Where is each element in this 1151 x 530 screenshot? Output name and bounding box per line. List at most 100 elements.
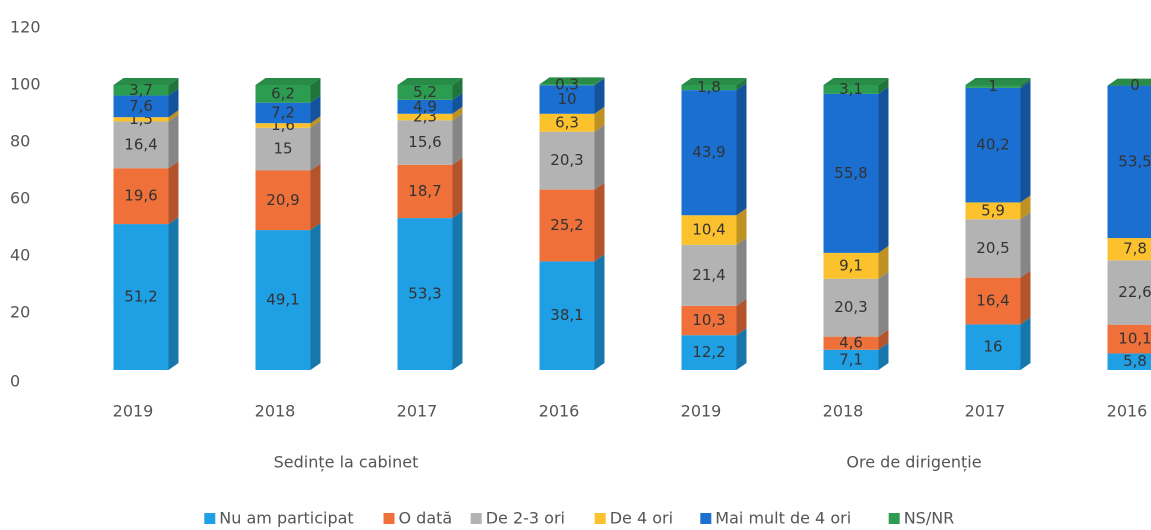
- bar-segment-side: [452, 106, 463, 121]
- legend-swatch: [383, 513, 395, 524]
- value-label: 10,3: [692, 311, 725, 329]
- bar-segment-side: [168, 217, 179, 370]
- bar-segment-side: [594, 254, 605, 370]
- bar-segment: [823, 252, 879, 279]
- bar-segment: [681, 305, 737, 336]
- value-label: 53,3: [408, 285, 441, 303]
- value-label: 5,2: [413, 83, 437, 101]
- x-tick-label: 2018: [823, 402, 864, 421]
- value-label: 20,3: [834, 298, 867, 316]
- bar-segment: [113, 121, 169, 169]
- bar-segment-side: [310, 78, 321, 103]
- value-label: 10,1: [1118, 330, 1151, 348]
- legend-swatch: [470, 513, 482, 524]
- value-label: 10,4: [692, 221, 725, 239]
- bar-segment: [113, 95, 169, 118]
- y-tick-label: 120: [10, 18, 41, 37]
- bar-segment: [823, 93, 879, 253]
- x-tick-label: 2017: [965, 402, 1006, 421]
- value-label: 40,2: [976, 136, 1009, 154]
- bar-segment: [113, 224, 169, 370]
- bar-segment: [965, 219, 1021, 278]
- bar-top: [1107, 78, 1151, 86]
- value-label: 7,6: [129, 97, 153, 115]
- bar-segment-side: [168, 114, 179, 169]
- y-tick-label: 40: [10, 246, 30, 265]
- bar-segment-side: [452, 92, 463, 114]
- value-label: 20,3: [550, 151, 583, 169]
- bar-segment: [965, 324, 1021, 370]
- bar-segment: [397, 164, 453, 219]
- value-label: 25,2: [550, 216, 583, 234]
- legend-swatch: [204, 513, 216, 524]
- value-label: 5,8: [1123, 352, 1147, 370]
- bar-segment-side: [452, 157, 463, 219]
- bar-top: [823, 78, 889, 85]
- value-label: 3,7: [129, 81, 153, 99]
- bar-segment: [1107, 260, 1151, 325]
- value-label: 55,8: [834, 164, 867, 182]
- bar-segment: [255, 102, 311, 124]
- value-label: 18,7: [408, 182, 441, 200]
- bar-top: [539, 77, 605, 85]
- bar-segment-side: [878, 329, 889, 350]
- bar-segment-side: [1020, 78, 1031, 88]
- bar-segment-side: [878, 245, 889, 279]
- bar-segment-side: [736, 328, 747, 370]
- bar-segment: [113, 117, 169, 122]
- bar-segment: [681, 335, 737, 370]
- bar-segment-side: [878, 342, 889, 370]
- bar-segment: [965, 202, 1021, 220]
- x-tick-label: 2016: [1107, 402, 1148, 421]
- bar-segment-side: [594, 78, 605, 114]
- bar-segment: [823, 85, 879, 94]
- x-tick-label: 2019: [681, 402, 722, 421]
- bar-segment: [255, 127, 311, 171]
- bar-top: [397, 78, 463, 85]
- legend-swatch: [594, 513, 606, 524]
- value-label: 49,1: [266, 291, 299, 309]
- bar-segment-side: [1020, 195, 1031, 220]
- y-tick-label: 80: [10, 132, 30, 151]
- bar-segment-side: [736, 237, 747, 306]
- value-label: 5,9: [981, 201, 1005, 219]
- value-label: 4,9: [413, 97, 437, 115]
- value-label: 16,4: [976, 292, 1009, 310]
- x-tick-label: 2016: [539, 402, 580, 421]
- bar-segment-side: [168, 88, 179, 118]
- value-label: 19,6: [124, 187, 157, 205]
- bar-segment: [397, 85, 453, 100]
- bar-segment-side: [736, 298, 747, 336]
- value-label: 15,6: [408, 133, 441, 151]
- bar-segment-side: [168, 78, 179, 96]
- value-label: 3,1: [839, 80, 863, 98]
- value-label: 53,5: [1118, 152, 1151, 170]
- bar-segment-side: [594, 124, 605, 190]
- bar-top: [113, 78, 179, 85]
- bar-segment: [681, 215, 737, 245]
- bar-segment: [255, 230, 311, 370]
- bar-segment-side: [452, 211, 463, 370]
- bar-segment-side: [736, 208, 747, 245]
- legend-label: O dată: [399, 509, 453, 528]
- bar-segment: [539, 131, 595, 190]
- value-label: 4,6: [839, 334, 863, 352]
- bar-segment: [255, 170, 311, 231]
- y-tick-label: 60: [10, 189, 30, 208]
- bar-segment-side: [310, 95, 321, 124]
- bar-segment: [965, 87, 1021, 203]
- bar-segment-side: [452, 113, 463, 165]
- value-label: 1,8: [697, 78, 721, 96]
- bar-segment: [823, 336, 879, 350]
- bar-segment-side: [1020, 317, 1031, 370]
- bar-segment: [113, 168, 169, 225]
- value-label: 21,4: [692, 266, 725, 284]
- value-label: 43,9: [692, 143, 725, 161]
- bar-segment: [539, 261, 595, 370]
- bar-segment-side: [1020, 80, 1031, 203]
- value-label: 22,6: [1118, 283, 1151, 301]
- value-label: 15: [273, 140, 292, 158]
- bar-segment-side: [310, 116, 321, 128]
- bar-top: [255, 78, 321, 85]
